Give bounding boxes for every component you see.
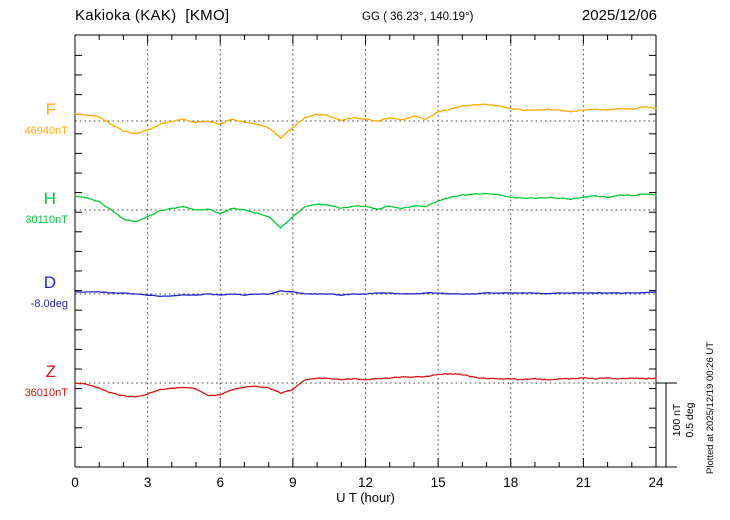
x-tick-label-6: 6 [216, 475, 224, 490]
x-tick-label-24: 24 [648, 475, 664, 490]
x-tick-label-12: 12 [358, 475, 373, 490]
x-tick-label-3: 3 [144, 475, 152, 490]
trace-D [74, 290, 657, 297]
plotted-at-note: Plotted at 2025/12/19 00:26 UT [705, 341, 716, 474]
scale-bar-label-deg: 0.5 deg [684, 402, 696, 438]
plot-date: 2025/12/06 [581, 7, 657, 24]
series-baseline-value-Z: 36010nT [24, 387, 68, 399]
x-tick-label-15: 15 [431, 475, 446, 490]
series-letter-D: D [43, 273, 56, 292]
series-baseline-value-F: 46940nT [24, 125, 68, 137]
x-tick-label-18: 18 [503, 475, 518, 490]
scale-bar-label-nt: 100 nT [671, 403, 683, 437]
series-letter-H: H [43, 189, 56, 208]
x-tick-label-21: 21 [576, 475, 591, 490]
x-tick-label-0: 0 [71, 475, 79, 490]
series-letter-Z: Z [45, 362, 56, 381]
page-title: Kakioka (KAK) [KMO] [75, 7, 230, 24]
x-axis-label: U T (hour) [336, 490, 395, 505]
scale-bar-label: 100 nT 0.5 deg [671, 375, 697, 465]
trace-F [74, 103, 657, 139]
trace-Z [74, 372, 657, 398]
series-letter-F: F [45, 100, 56, 119]
geographic-coordinates: GG ( 36.23°, 140.19°) [362, 11, 474, 23]
series-baseline-value-D: -8.0deg [30, 298, 68, 310]
x-tick-label-9: 9 [289, 475, 297, 490]
series-baseline-value-H: 30110nT [25, 214, 68, 226]
trace-H [74, 192, 657, 229]
